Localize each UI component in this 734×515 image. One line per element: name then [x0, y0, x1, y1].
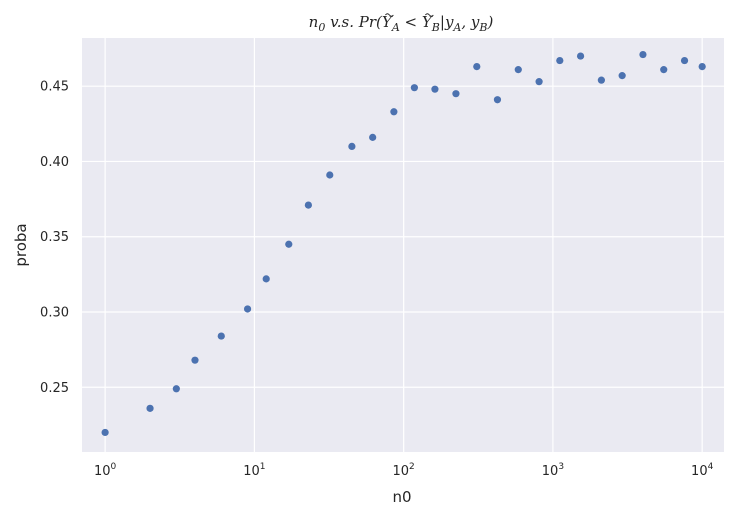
- data-point: [262, 275, 270, 283]
- data-point: [660, 66, 668, 74]
- data-point: [431, 85, 439, 93]
- x-tick-base: 10: [542, 464, 559, 479]
- data-point: [101, 428, 109, 437]
- tilde-mark: [385, 13, 394, 17]
- chart-title: n0 v.s. Pr(YA < YB|yA, yB): [309, 13, 494, 34]
- data-point: [493, 96, 502, 104]
- data-points: [101, 50, 706, 437]
- y-tick-label: 0.45: [40, 80, 69, 95]
- y-tick-label: 0.25: [40, 381, 69, 396]
- x-tick-exponent: 4: [708, 462, 714, 472]
- data-point: [348, 142, 356, 150]
- data-point: [390, 108, 398, 116]
- grid-lines: [82, 38, 724, 452]
- x-tick-base: 10: [393, 464, 410, 479]
- data-point: [146, 404, 154, 412]
- data-point: [514, 66, 522, 74]
- y-axis-label: proba: [12, 223, 30, 266]
- data-point: [452, 90, 460, 98]
- x-tick-exponent: 1: [260, 462, 266, 472]
- x-tick-base: 10: [94, 464, 111, 479]
- x-tick-exponent: 0: [111, 462, 117, 472]
- data-point: [639, 50, 647, 59]
- data-point: [535, 78, 543, 86]
- data-point: [556, 56, 564, 65]
- x-axis-label: n0: [392, 488, 411, 506]
- data-point: [191, 356, 199, 364]
- data-point: [698, 63, 706, 71]
- data-point: [576, 52, 585, 60]
- plot-area: [82, 38, 724, 452]
- x-tick-exponent: 3: [558, 462, 564, 472]
- y-tick-labels: 0.25 0.30 0.35 0.40 0.45: [40, 80, 69, 396]
- x-tick-exponent: 2: [409, 462, 415, 472]
- data-point: [597, 76, 605, 84]
- tilde-mark: [424, 13, 434, 17]
- x-tick-labels: 100 101 102 103 104: [94, 462, 714, 479]
- data-point: [618, 72, 626, 80]
- x-tick-label: 100: [94, 462, 117, 479]
- data-point: [326, 171, 334, 179]
- data-point: [369, 133, 377, 141]
- x-tick-label: 101: [243, 462, 265, 479]
- x-tick-label: 102: [393, 462, 415, 479]
- data-point: [217, 332, 225, 340]
- data-point: [410, 84, 418, 92]
- x-tick-base: 10: [243, 464, 260, 479]
- data-point: [680, 56, 689, 65]
- y-tick-label: 0.40: [40, 155, 69, 170]
- y-tick-label: 0.30: [40, 305, 69, 320]
- data-point: [285, 240, 293, 248]
- data-point: [243, 305, 252, 313]
- x-tick-base: 10: [691, 464, 708, 479]
- data-point: [473, 63, 481, 71]
- y-tick-label: 0.35: [40, 230, 69, 245]
- title-tilde-marks: [385, 13, 434, 17]
- x-tick-label: 103: [542, 462, 564, 479]
- data-point: [304, 201, 312, 209]
- x-tick-label: 104: [691, 462, 714, 479]
- data-point: [172, 385, 180, 393]
